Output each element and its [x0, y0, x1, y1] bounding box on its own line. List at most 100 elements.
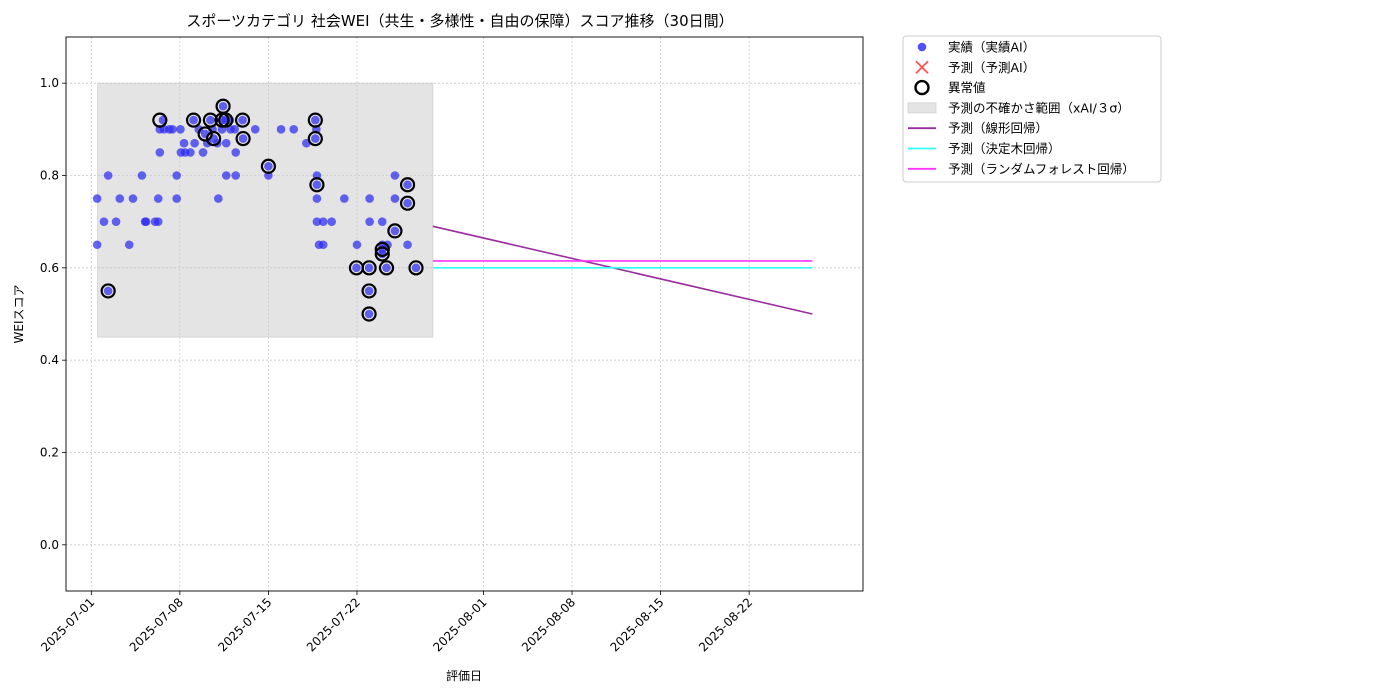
actual-point: [172, 194, 181, 203]
actual-point: [364, 309, 374, 319]
actual-point: [238, 134, 248, 143]
y-tick-label: 1.0: [40, 76, 59, 90]
x-tick-label: 2025-08-15: [607, 595, 666, 654]
anomaly-marker: [197, 126, 213, 142]
actual-point: [99, 217, 109, 226]
actual-point: [153, 217, 163, 226]
actual-point: [103, 286, 113, 296]
actual-point: [218, 101, 228, 111]
actual-point: [141, 217, 151, 226]
y-axis-label: WEIスコア: [12, 285, 26, 344]
anomaly-marker: [361, 306, 377, 322]
actual-point: [194, 125, 204, 134]
actual-point: [327, 217, 336, 226]
actual-point: [276, 125, 286, 134]
uncertainty-band: [97, 82, 434, 338]
actual-point: [390, 226, 400, 236]
actual-point: [365, 217, 374, 226]
anomaly-marker: [202, 112, 219, 128]
legend-marker-ring: [914, 79, 930, 96]
actual-point: [390, 171, 400, 180]
anomaly-marker: [152, 112, 168, 128]
legend-label: 予測（予測AI）: [948, 60, 1035, 75]
uncertainty-band-layer: [97, 82, 434, 338]
legend-label: 予測（線形回帰）: [948, 121, 1048, 136]
x-tick-label: 2025-07-01: [38, 595, 97, 654]
legend-marker-dot: [917, 42, 927, 52]
anomaly-marker: [378, 260, 395, 276]
actual-point: [128, 194, 138, 203]
plot-frame: [65, 36, 864, 592]
actual-point: [214, 194, 223, 203]
legend-label: 予測（決定木回帰）: [948, 141, 1061, 156]
actual-point: [318, 240, 328, 250]
actual-point: [411, 263, 421, 273]
actual-point: [352, 263, 361, 273]
actual-point: [390, 194, 400, 203]
actual-point: [340, 194, 349, 203]
actual-point: [365, 194, 374, 203]
actual-point: [312, 217, 322, 226]
legend-label: 予測（ランダムフォレスト回帰）: [948, 161, 1135, 176]
actual-point: [250, 125, 260, 134]
actual-point: [172, 171, 181, 180]
x-tick-label: 2025-07-08: [127, 595, 186, 654]
x-tick-label: 2025-07-22: [304, 595, 363, 654]
actual-point: [231, 148, 241, 157]
actual-point: [264, 161, 273, 171]
legend-label: 実績（実績AI）: [948, 40, 1035, 55]
anomaly-marker: [100, 283, 116, 299]
anomaly-marker: [399, 177, 416, 193]
anomaly-marker: [399, 195, 416, 211]
anomaly-marker: [309, 177, 325, 193]
anomaly-marker: [234, 112, 251, 128]
legend-marker-cross: [915, 60, 929, 74]
actual-point: [168, 125, 177, 134]
anomaly-marker: [307, 130, 323, 147]
forecast-line: [432, 225, 813, 315]
x-tick-label: 2025-08-22: [696, 595, 755, 654]
y-tick-label: 0.8: [40, 169, 59, 183]
actual-point: [137, 171, 147, 180]
anomaly-marker: [361, 260, 377, 276]
anomaly-marker: [218, 112, 234, 128]
x-tick-label: 2025-07-15: [215, 595, 274, 654]
legend-box: [902, 35, 1162, 183]
actual-point: [153, 194, 163, 203]
actual-point: [312, 180, 322, 190]
actual-point: [221, 171, 231, 180]
actual-point: [124, 240, 134, 250]
y-tick-label: 0.0: [40, 538, 59, 552]
actual-point: [103, 171, 113, 180]
anomaly-marker: [361, 283, 377, 299]
y-tick-label: 0.4: [40, 353, 59, 367]
anomaly-marker: [408, 260, 424, 276]
x-tick-label: 2025-08-08: [519, 595, 578, 654]
anomaly-marker: [185, 112, 202, 128]
legend-label: 予測の不確かさ範囲（xAI/３σ）: [948, 100, 1130, 115]
anomaly-marker: [374, 246, 390, 262]
legend-label: 異常値: [948, 80, 986, 95]
actual-point: [179, 138, 189, 148]
actual-point: [312, 194, 322, 203]
series-layer: [92, 98, 813, 322]
y-tick-label: 0.2: [40, 446, 59, 460]
actual-point: [352, 240, 362, 250]
actual-point: [230, 125, 239, 134]
actual-point: [318, 217, 328, 226]
x-axis-label: 評価日: [446, 668, 482, 683]
actual-point: [198, 148, 208, 157]
actual-point: [382, 263, 391, 273]
actual-point: [403, 180, 412, 190]
chart-title: スポーツカテゴリ 社会WEI（共生・多様性・自由の保障）スコア推移（30日間）: [186, 12, 733, 30]
actual-point: [221, 138, 231, 148]
anomaly-marker: [205, 130, 222, 147]
anomaly-marker: [215, 98, 231, 114]
anomaly-marker: [307, 112, 323, 128]
actual-point: [231, 171, 241, 180]
anomaly-marker: [374, 241, 390, 257]
actual-point: [206, 115, 215, 125]
actual-point: [238, 115, 247, 125]
